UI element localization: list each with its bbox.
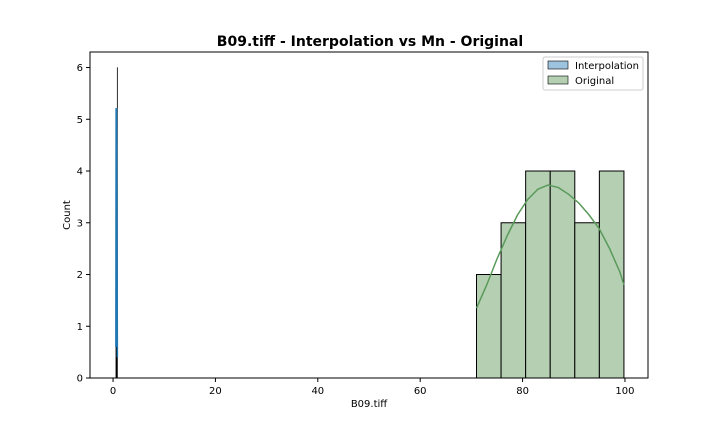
y-tick-label: 4: [77, 167, 83, 178]
kde-layer: [115, 108, 625, 358]
x-axis: 0 20 40 60 80 100: [110, 378, 635, 397]
y-tick-label: 5: [77, 115, 83, 126]
legend-label-original: Original: [575, 76, 614, 87]
legend: Interpolation Original: [542, 56, 644, 91]
legend-label-interpolation: Interpolation: [575, 61, 639, 72]
bar-original-4: [574, 222, 600, 379]
x-tick-label: 40: [311, 386, 324, 397]
chart-title: B09.tiff - Interpolation vs Mn - Origina…: [217, 34, 523, 50]
legend-swatch-interpolation: [547, 60, 569, 70]
legend-swatch-original: [547, 75, 569, 85]
bar-original-2: [525, 170, 551, 379]
x-axis-label: B09.tiff: [351, 399, 388, 410]
y-tick-label: 3: [77, 218, 83, 229]
y-axis-label: Count: [62, 200, 73, 230]
bar-original-3: [549, 170, 576, 379]
y-tick-label: 0: [77, 374, 83, 385]
y-tick-label: 2: [77, 270, 83, 281]
x-tick-label: 60: [414, 386, 427, 397]
bars-layer: [115, 67, 625, 379]
bar-original-1: [500, 222, 527, 379]
y-tick-label: 6: [77, 63, 83, 74]
x-tick-label: 20: [209, 386, 222, 397]
x-tick-label: 0: [110, 386, 116, 397]
x-tick-label: 100: [615, 386, 634, 397]
kde-line-original: [475, 184, 625, 309]
y-tick-label: 1: [77, 322, 83, 333]
bar-original-0: [476, 274, 502, 379]
kde-line-interpolation: [115, 108, 119, 358]
plot-frame: [89, 51, 649, 379]
bar-original-5: [598, 170, 625, 379]
y-axis: 0 1 2 3 4 5 6: [77, 63, 90, 385]
x-tick-label: 80: [516, 386, 529, 397]
